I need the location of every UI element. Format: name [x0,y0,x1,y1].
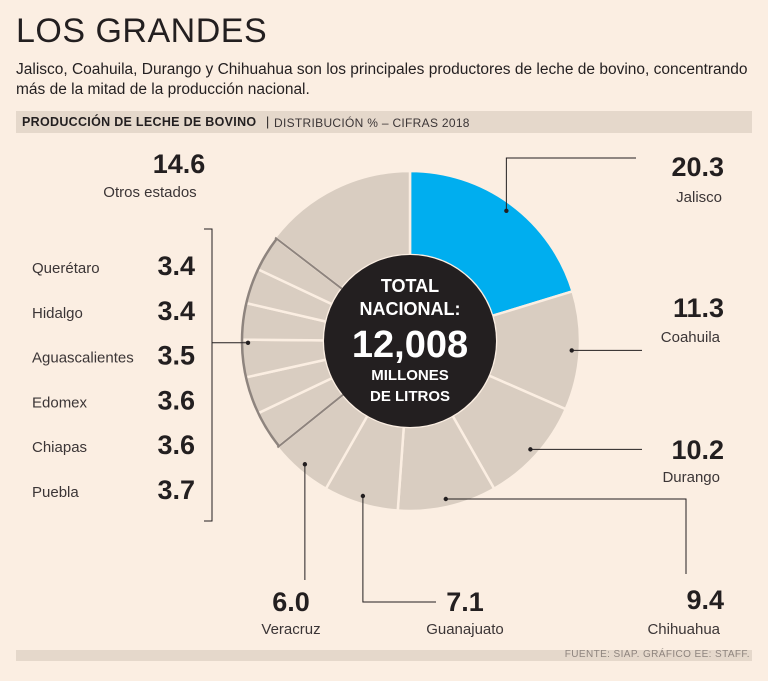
chart-subtitle: Jalisco, Coahuila, Durango y Chihuahua s… [16,61,748,98]
category-label-aguascalientes: Aguascalientes [32,350,134,367]
center-total-label: TOTAL [381,276,439,296]
value-label-puebla: 3.7 [157,475,195,505]
footer-band [16,650,752,661]
value-label-aguascalientes: 3.5 [157,341,195,371]
value-label-chihuahua: 9.4 [686,585,724,615]
category-label-durango: Durango [662,469,720,486]
category-label-guanajuato: Guanajuato [426,621,504,638]
center-total-value: 12,008 [352,324,468,366]
value-label-coahuila: 11.3 [673,293,724,323]
slices-group [238,169,582,513]
value-label-chiapas: 3.6 [157,430,195,460]
category-label-jalisco: Jalisco [676,189,722,206]
small-states-bracket [204,228,213,522]
leader-guanajuato [362,496,436,603]
category-label-queretaro: Querétaro [32,260,100,277]
category-label-edomex: Edomex [32,394,88,411]
chart-title: LOS GRANDES [16,12,268,50]
header-band [16,111,752,133]
category-label-hidalgo: Hidalgo [32,305,83,322]
leader-dot-veracruz [302,462,308,467]
category-label-puebla: Puebla [32,484,79,501]
source-note: FUENTE: SIAP. GRÁFICO EE: STAFF. [564,649,750,660]
small-states-edge-2 [274,236,343,290]
value-label-hidalgo: 3.4 [157,296,195,326]
leader-dot-chihuahua [443,496,449,502]
center-unit-line1: MILLONES [371,367,449,384]
leader-lines-group [204,157,687,603]
center-national-label: NACIONAL: [360,299,461,319]
value-label-veracruz: 6.0 [272,587,310,617]
leader-dot-guanajuato [360,493,366,499]
value-label-durango: 10.2 [671,435,724,465]
leader-jalisco [505,157,636,211]
category-label-otros-estados: Otros estados [103,184,196,201]
band-separator: | [266,115,270,129]
value-label-jalisco: 20.3 [671,152,724,182]
leader-chihuahua [445,498,687,574]
band-subtitle: DISTRIBUCIÓN % – CIFRAS 2018 [274,116,470,130]
value-label-guanajuato: 7.1 [446,587,484,617]
small-states-edge-1 [276,394,344,449]
labels-group: 20.3 Jalisco 11.3 Coahuila 10.2 Durango 9.4 Chi… [32,149,724,638]
category-label-chihuahua: Chihuahua [647,621,720,638]
band-title: PRODUCCIÓN DE LECHE DE BOVINO [22,115,257,129]
category-label-chiapas: Chiapas [32,439,87,456]
center-disc [324,255,496,427]
center-unit-line2: DE LITROS [370,388,450,405]
category-label-veracruz: Veracruz [261,621,320,638]
category-label-coahuila: Coahuila [661,329,721,346]
value-label-otros-estados: 14.6 [153,149,206,179]
value-label-queretaro: 3.4 [157,251,195,281]
value-label-edomex: 3.6 [157,385,195,415]
